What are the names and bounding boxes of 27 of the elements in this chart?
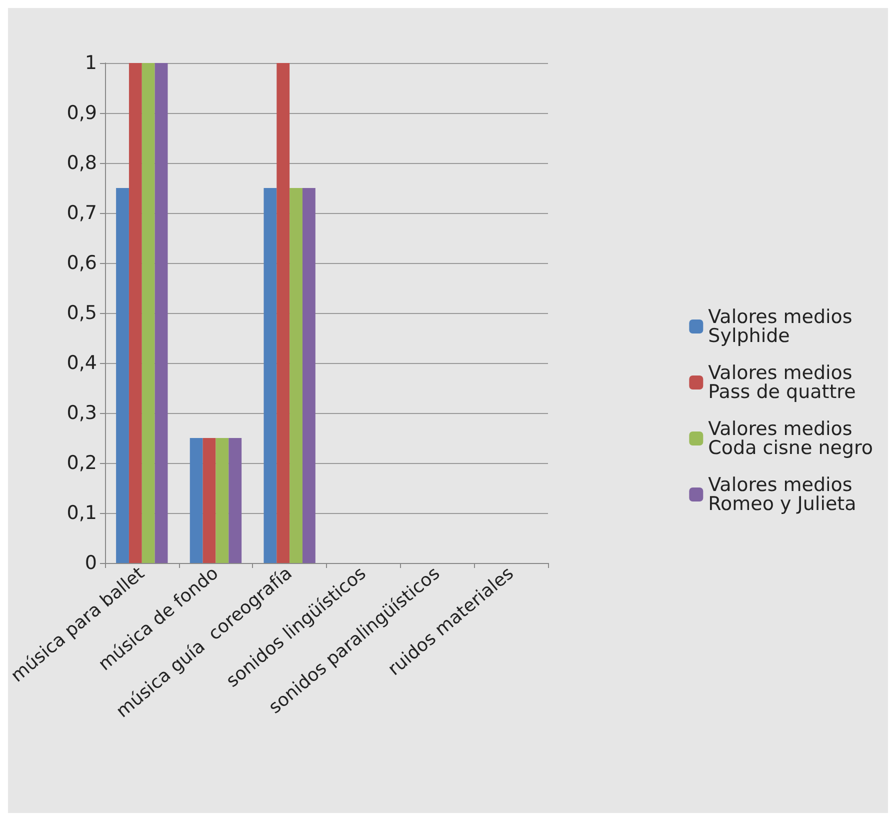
bar <box>216 438 229 563</box>
bar <box>190 438 203 563</box>
bar <box>290 188 302 563</box>
bar <box>264 188 277 563</box>
bar <box>228 438 242 563</box>
legend-label: Valores medios Romeo y Julieta <box>708 474 858 515</box>
bar <box>142 63 155 563</box>
y-tick-label: 0,5 <box>66 302 97 324</box>
y-tick-label: 0,8 <box>66 152 97 174</box>
legend-label: Valores medios Pass de quattre <box>708 362 858 403</box>
bar <box>116 188 129 563</box>
bar <box>128 63 142 563</box>
legend-label: Valores medios Sylphide <box>708 306 858 347</box>
bar <box>276 63 290 563</box>
y-tick-label: 0,4 <box>66 352 97 374</box>
y-tick-label: 0,3 <box>66 402 97 424</box>
y-tick-label: 0 <box>84 552 97 574</box>
y-tick-label: 1 <box>84 52 97 74</box>
bar <box>154 63 168 563</box>
bar <box>202 438 216 563</box>
y-tick-label: 0,1 <box>66 502 97 524</box>
legend-label: Valores medios Coda cisne negro <box>708 418 874 459</box>
y-tick-label: 0,7 <box>66 202 97 224</box>
bar <box>302 188 316 563</box>
y-tick-label: 0,2 <box>66 452 97 474</box>
y-tick-label: 0,6 <box>66 252 97 274</box>
y-tick-label: 0,9 <box>66 102 97 124</box>
